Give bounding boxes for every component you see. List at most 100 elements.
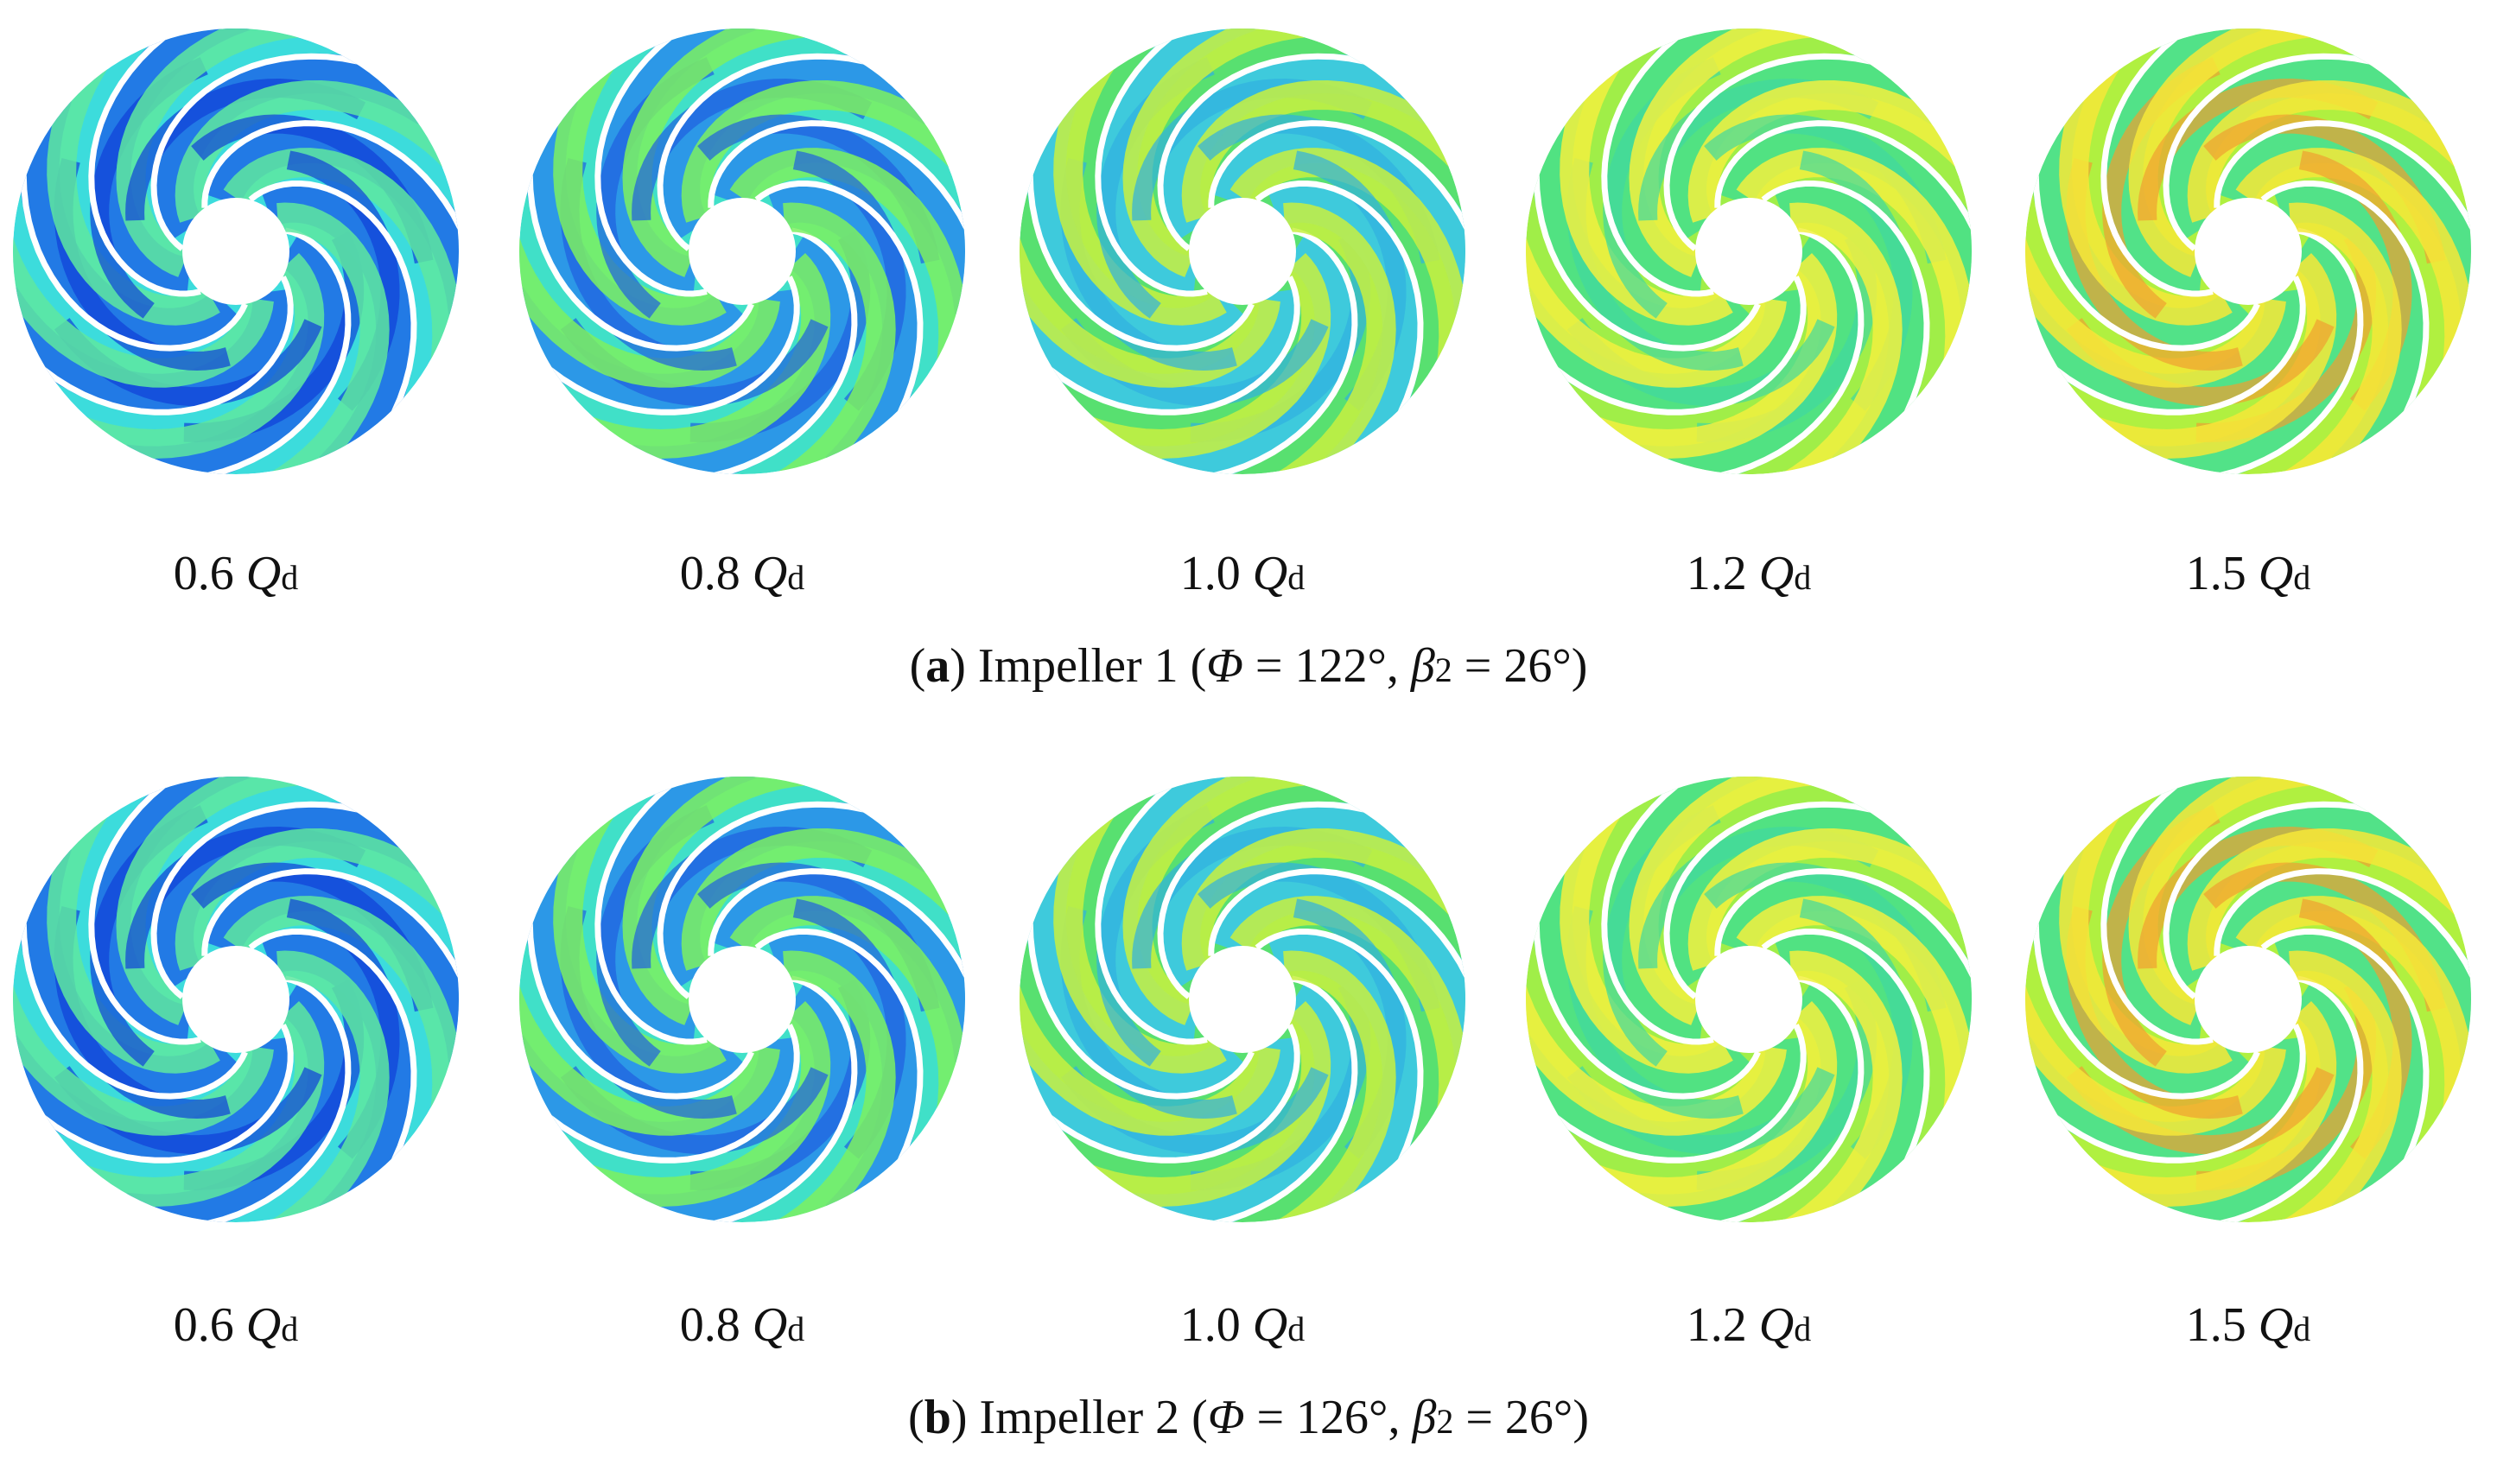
contour-band <box>2276 950 2402 1222</box>
blade <box>2052 1024 2306 1164</box>
condition-label: 0.6 Qd <box>174 1298 298 1352</box>
blade <box>1255 181 1424 415</box>
contour-band <box>223 896 459 1122</box>
blade <box>2032 921 2260 1100</box>
flow-symbol: Q <box>2259 1298 2293 1352</box>
blade <box>150 53 360 251</box>
blade <box>1046 276 1300 415</box>
caption-part: ) Impeller 1 ( <box>950 639 1206 693</box>
caption-part: = 26°) <box>1452 639 1588 693</box>
contour-band <box>1629 29 1821 277</box>
blade <box>248 181 417 415</box>
flow-subscript: d <box>1287 558 1305 597</box>
contour-band <box>2025 228 2286 388</box>
contour-band <box>729 896 965 1122</box>
contour-band <box>519 228 780 388</box>
flow-subscript: d <box>281 558 298 597</box>
contour-band <box>1736 896 1972 1122</box>
contour-band <box>1020 228 1280 388</box>
blade <box>1761 929 1930 1164</box>
blade <box>40 276 294 415</box>
panel-caption: (b) Impeller 2 (Φ = 126°, β2 = 26°) <box>908 1391 1589 1444</box>
blade <box>708 868 965 980</box>
contour-band <box>770 202 896 474</box>
contour-band <box>13 228 274 388</box>
blade <box>526 173 754 352</box>
hub <box>1695 198 1802 305</box>
blade <box>206 227 352 474</box>
blade <box>1533 921 1761 1100</box>
contour-band <box>175 828 459 971</box>
blade <box>1714 868 1972 980</box>
flow-symbol: Q <box>753 547 787 600</box>
hub <box>689 198 796 305</box>
condition-label: 1.5 Qd <box>2186 547 2310 600</box>
blade <box>2100 34 2214 297</box>
contour-band <box>1776 202 1903 474</box>
flow-symbol: Q <box>1759 547 1794 600</box>
flow-ratio: 0.8 <box>680 1298 740 1352</box>
caption-part: a <box>925 639 950 693</box>
blade <box>1157 53 1367 251</box>
blade <box>201 868 459 980</box>
contour-band <box>264 950 390 1222</box>
blade <box>2214 868 2471 980</box>
flow-ratio: 0.6 <box>174 1298 234 1352</box>
blade <box>2163 801 2373 999</box>
hub <box>2195 198 2302 305</box>
contour-band <box>1020 976 1280 1136</box>
blade <box>657 801 867 999</box>
contour-band <box>13 976 274 1136</box>
caption-part: ( <box>910 639 926 693</box>
flow-symbol: Q <box>753 1298 787 1352</box>
caption-part: ) Impeller 2 ( <box>951 1391 1208 1444</box>
flow-subscript: d <box>787 558 804 597</box>
caption-part: ( <box>908 1391 924 1444</box>
blade <box>657 53 867 251</box>
blade <box>1255 929 1424 1164</box>
caption-part: Φ <box>1208 1391 1245 1444</box>
blade <box>2260 929 2430 1164</box>
contour-band <box>1122 29 1315 277</box>
flow-subscript: d <box>1794 558 1811 597</box>
blade <box>2218 975 2364 1222</box>
contour-band <box>1526 228 1787 388</box>
blade <box>1601 782 1714 1045</box>
blade <box>1719 975 1865 1222</box>
flow-ratio: 1.0 <box>1180 547 1241 600</box>
blade <box>201 120 459 231</box>
caption-part: = 122°, <box>1243 639 1411 693</box>
blade <box>1208 120 1465 231</box>
contour-band <box>2059 44 2233 326</box>
contour-band <box>175 79 459 223</box>
blade <box>2260 181 2430 415</box>
contour-band <box>2235 896 2471 1122</box>
flow-ratio: 1.2 <box>1687 1298 1747 1352</box>
blade <box>708 120 965 231</box>
contour-band <box>67 252 325 460</box>
contour-band <box>553 792 727 1074</box>
contour-band <box>47 792 220 1074</box>
contour-band <box>2276 202 2402 474</box>
blade <box>1208 868 1465 980</box>
contour-band <box>2079 252 2337 460</box>
blade <box>2032 173 2260 352</box>
blade <box>526 921 754 1100</box>
contour-band <box>1229 148 1465 374</box>
blade <box>88 34 201 297</box>
contour-band <box>1629 777 1821 1025</box>
caption-part: β <box>1411 1391 1436 1444</box>
blade <box>1533 173 1761 352</box>
contour-band <box>1687 828 1972 971</box>
blade <box>1553 1024 1807 1164</box>
flow-ratio: 1.5 <box>2186 547 2246 600</box>
hub <box>182 946 289 1053</box>
contour-band <box>1776 950 1903 1222</box>
blade <box>754 181 924 415</box>
contour-band <box>67 1000 325 1208</box>
blade <box>2163 53 2373 251</box>
blade <box>2214 120 2471 231</box>
caption-part: b <box>924 1391 951 1444</box>
contour-band <box>47 44 220 326</box>
